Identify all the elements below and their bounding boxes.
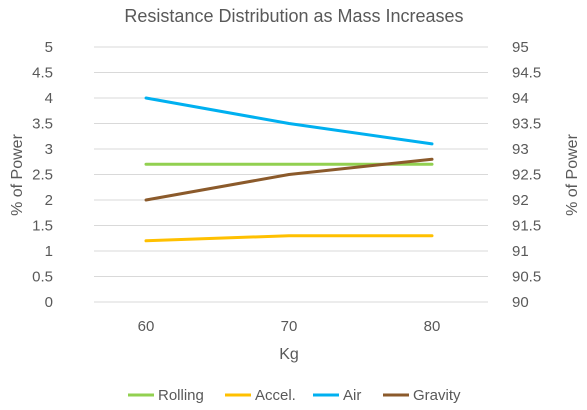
legend-item: Accel. xyxy=(225,387,296,404)
legend-label: Gravity xyxy=(413,387,461,404)
y2-tick-label: 95 xyxy=(512,39,529,56)
y2-tick-label: 92.5 xyxy=(512,167,541,184)
left-axis-ticks: 0 0.5 1 1.5 2 2.5 3 3.5 4 4.5 5 xyxy=(32,39,53,311)
y-tick-label: 2 xyxy=(45,192,53,209)
legend: Rolling Accel. Air Gravity xyxy=(128,387,461,404)
y-tick-label: 2.5 xyxy=(32,167,53,184)
legend-item: Air xyxy=(313,387,361,404)
y2-tick-label: 94 xyxy=(512,90,529,107)
y-tick-label: 0.5 xyxy=(32,269,53,286)
right-axis-ticks: 90 90.5 91 91.5 92 92.5 93 93.5 94 94.5 95 xyxy=(512,39,541,311)
y2-tick-label: 93.5 xyxy=(512,116,541,133)
y2-axis-title: % of Power xyxy=(564,133,581,215)
y2-tick-label: 91.5 xyxy=(512,218,541,235)
y-tick-label: 0 xyxy=(45,294,53,311)
x-tick-label: 80 xyxy=(424,318,441,335)
y-axis-title: % of Power xyxy=(9,133,26,215)
y-tick-label: 3.5 xyxy=(32,116,53,133)
y-tick-label: 5 xyxy=(45,39,53,56)
y-tick-label: 1 xyxy=(45,243,53,260)
x-tick-label: 60 xyxy=(138,318,155,335)
chart-title: Resistance Distribution as Mass Increase… xyxy=(124,6,463,26)
y2-tick-label: 92 xyxy=(512,192,529,209)
y-tick-label: 3 xyxy=(45,141,53,158)
series-line-air xyxy=(144,96,434,146)
legend-label: Rolling xyxy=(158,387,204,404)
y2-tick-label: 91 xyxy=(512,243,529,260)
series-line-gravity xyxy=(144,157,434,202)
series-lines xyxy=(144,96,434,243)
legend-item: Rolling xyxy=(128,387,204,404)
y2-tick-label: 90.5 xyxy=(512,269,541,286)
y2-tick-label: 94.5 xyxy=(512,65,541,82)
legend-label: Air xyxy=(343,387,361,404)
y2-tick-label: 90 xyxy=(512,294,529,311)
x-axis-ticks: 60 70 80 xyxy=(138,318,441,335)
y-tick-label: 1.5 xyxy=(32,218,53,235)
y-tick-label: 4 xyxy=(45,90,53,107)
legend-label: Accel. xyxy=(255,387,296,404)
y-tick-label: 4.5 xyxy=(32,65,53,82)
y2-tick-label: 93 xyxy=(512,141,529,158)
x-tick-label: 70 xyxy=(281,318,298,335)
series-line-accel xyxy=(144,234,434,243)
legend-item: Gravity xyxy=(383,387,461,404)
x-axis-title: Kg xyxy=(279,346,299,363)
